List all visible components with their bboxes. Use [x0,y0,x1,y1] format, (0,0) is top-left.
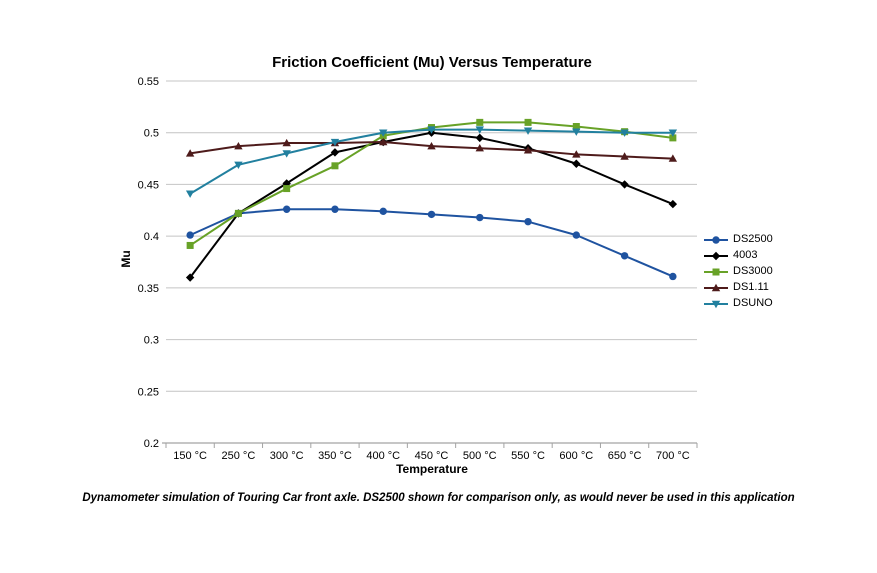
series-DS3000-point-marker [186,241,194,249]
series-DS3000-point-marker [476,118,484,126]
series-line-DS3000 [189,121,673,247]
y-tick-label: 0.25 [138,386,159,398]
series-DS1.11-point-marker [379,137,388,146]
legend-label: 4003 [733,249,758,261]
series-DSUNO-point-marker [475,126,484,134]
legend-marker [711,283,721,291]
series-DS2500-point-marker [620,252,629,260]
chart-title: Friction Coefficient (Mu) Versus Tempera… [272,54,592,71]
y-tick-label: 0.2 [144,438,159,450]
series-DS3000-point-marker [669,134,677,142]
x-tick-label: 650 °C [608,450,642,462]
x-tick-label: 150 °C [173,450,207,462]
series-DS2500-point-marker [524,217,532,226]
series-DS1.11-point-marker [282,138,291,147]
series-DS2500-point-marker [669,272,677,281]
legend-item-DS3000: DS3000 [704,265,773,278]
series-DS1.11-point-marker [475,144,484,152]
series-4003-point-marker [668,199,678,209]
legend-marker-icon-square [704,268,728,275]
chart-caption: Dynamometer simulation of Touring Car fr… [82,492,795,504]
series-DSUNO-point-marker [572,128,581,136]
y-tick-label: 0.4 [144,231,159,243]
series-DS2500-point-marker [282,205,291,213]
legend-item-DS1.11: DS1.11 [704,281,773,294]
x-tick-label: 600 °C [559,450,593,462]
series-DS3000-point-marker [234,209,242,217]
series-4003-point-marker [330,148,340,157]
series-DS2500-point-marker [379,207,387,216]
x-tick-label: 300 °C [270,450,304,462]
series-DSUNO-point-marker [234,161,243,169]
series-DS2500-point-marker [427,210,436,219]
x-tick-label: 500 °C [463,450,497,462]
series-DS1.11-point-marker [620,152,629,160]
series-4003-point-marker [185,273,195,282]
y-tick-label: 0.5 [144,128,159,140]
series-DS1.11-point-marker [427,141,436,150]
legend-item-4003: 4003 [704,249,773,262]
series-DS1.11-point-marker [185,149,195,157]
legend-marker [711,300,721,308]
series-DS3000-point-marker [283,185,291,193]
x-axis-title: Temperature [396,462,468,476]
series-DS1.11-point-marker [668,154,678,162]
series-line-DS2500 [189,208,674,278]
series-DS2500-point-marker [476,213,484,222]
series-DS1.11-point-marker [234,141,243,150]
series-DSUNO-point-marker [282,150,291,158]
x-tick-label: 700 °C [656,450,690,462]
legend-marker [711,251,721,260]
series-line-4003 [189,131,674,279]
y-tick-label: 0.45 [138,179,159,191]
legend-marker [712,268,720,275]
legend-label: DSUNO [733,297,773,309]
series-DSUNO-point-marker [185,190,195,198]
series-DSUNO-point-marker [668,129,678,137]
series-DS2500-point-marker [331,205,339,213]
series-4003-point-marker [572,159,581,168]
legend: DS2500 4003 DS3000 DS1.11 DSUNO [704,233,773,310]
series-DS3000-point-marker [524,118,532,126]
x-tick-label: 400 °C [366,450,400,462]
y-tick-label: 0.3 [144,335,159,347]
series-DS3000-point-marker [572,123,580,131]
legend-label: DS3000 [733,265,773,277]
series-DSUNO-point-marker [620,129,629,137]
legend-item-DSUNO: DSUNO [704,297,773,310]
series-4003-point-marker [620,180,629,189]
series-4003-point-marker [475,133,484,143]
legend-marker [712,235,720,244]
series-DS2500-point-marker [186,231,194,239]
y-tick-label: 0.35 [138,283,159,295]
series-DSUNO-point-marker [330,138,340,147]
y-tick-label: 0.55 [138,76,159,88]
series-DS2500-point-marker [572,231,581,239]
series-DSUNO-point-marker [523,127,533,135]
series-DS3000-point-marker [331,162,339,170]
legend-marker-icon-circle [704,235,728,244]
x-tick-label: 250 °C [222,450,256,462]
legend-marker-icon-triangle-up [704,283,728,291]
legend-label: DS2500 [733,233,773,245]
series-DS1.11-point-marker [572,150,581,158]
x-tick-label: 550 °C [511,450,545,462]
legend-marker-icon-diamond [704,251,728,260]
legend-marker-icon-triangle-down [704,300,728,308]
legend-item-DS2500: DS2500 [704,233,773,246]
legend-label: DS1.11 [733,281,769,293]
series-DS1.11-point-marker [523,146,533,154]
series-DSUNO-point-marker [379,129,388,137]
series-DSUNO-point-marker [427,126,436,134]
x-tick-label: 350 °C [318,450,352,462]
x-tick-label: 450 °C [415,450,449,462]
